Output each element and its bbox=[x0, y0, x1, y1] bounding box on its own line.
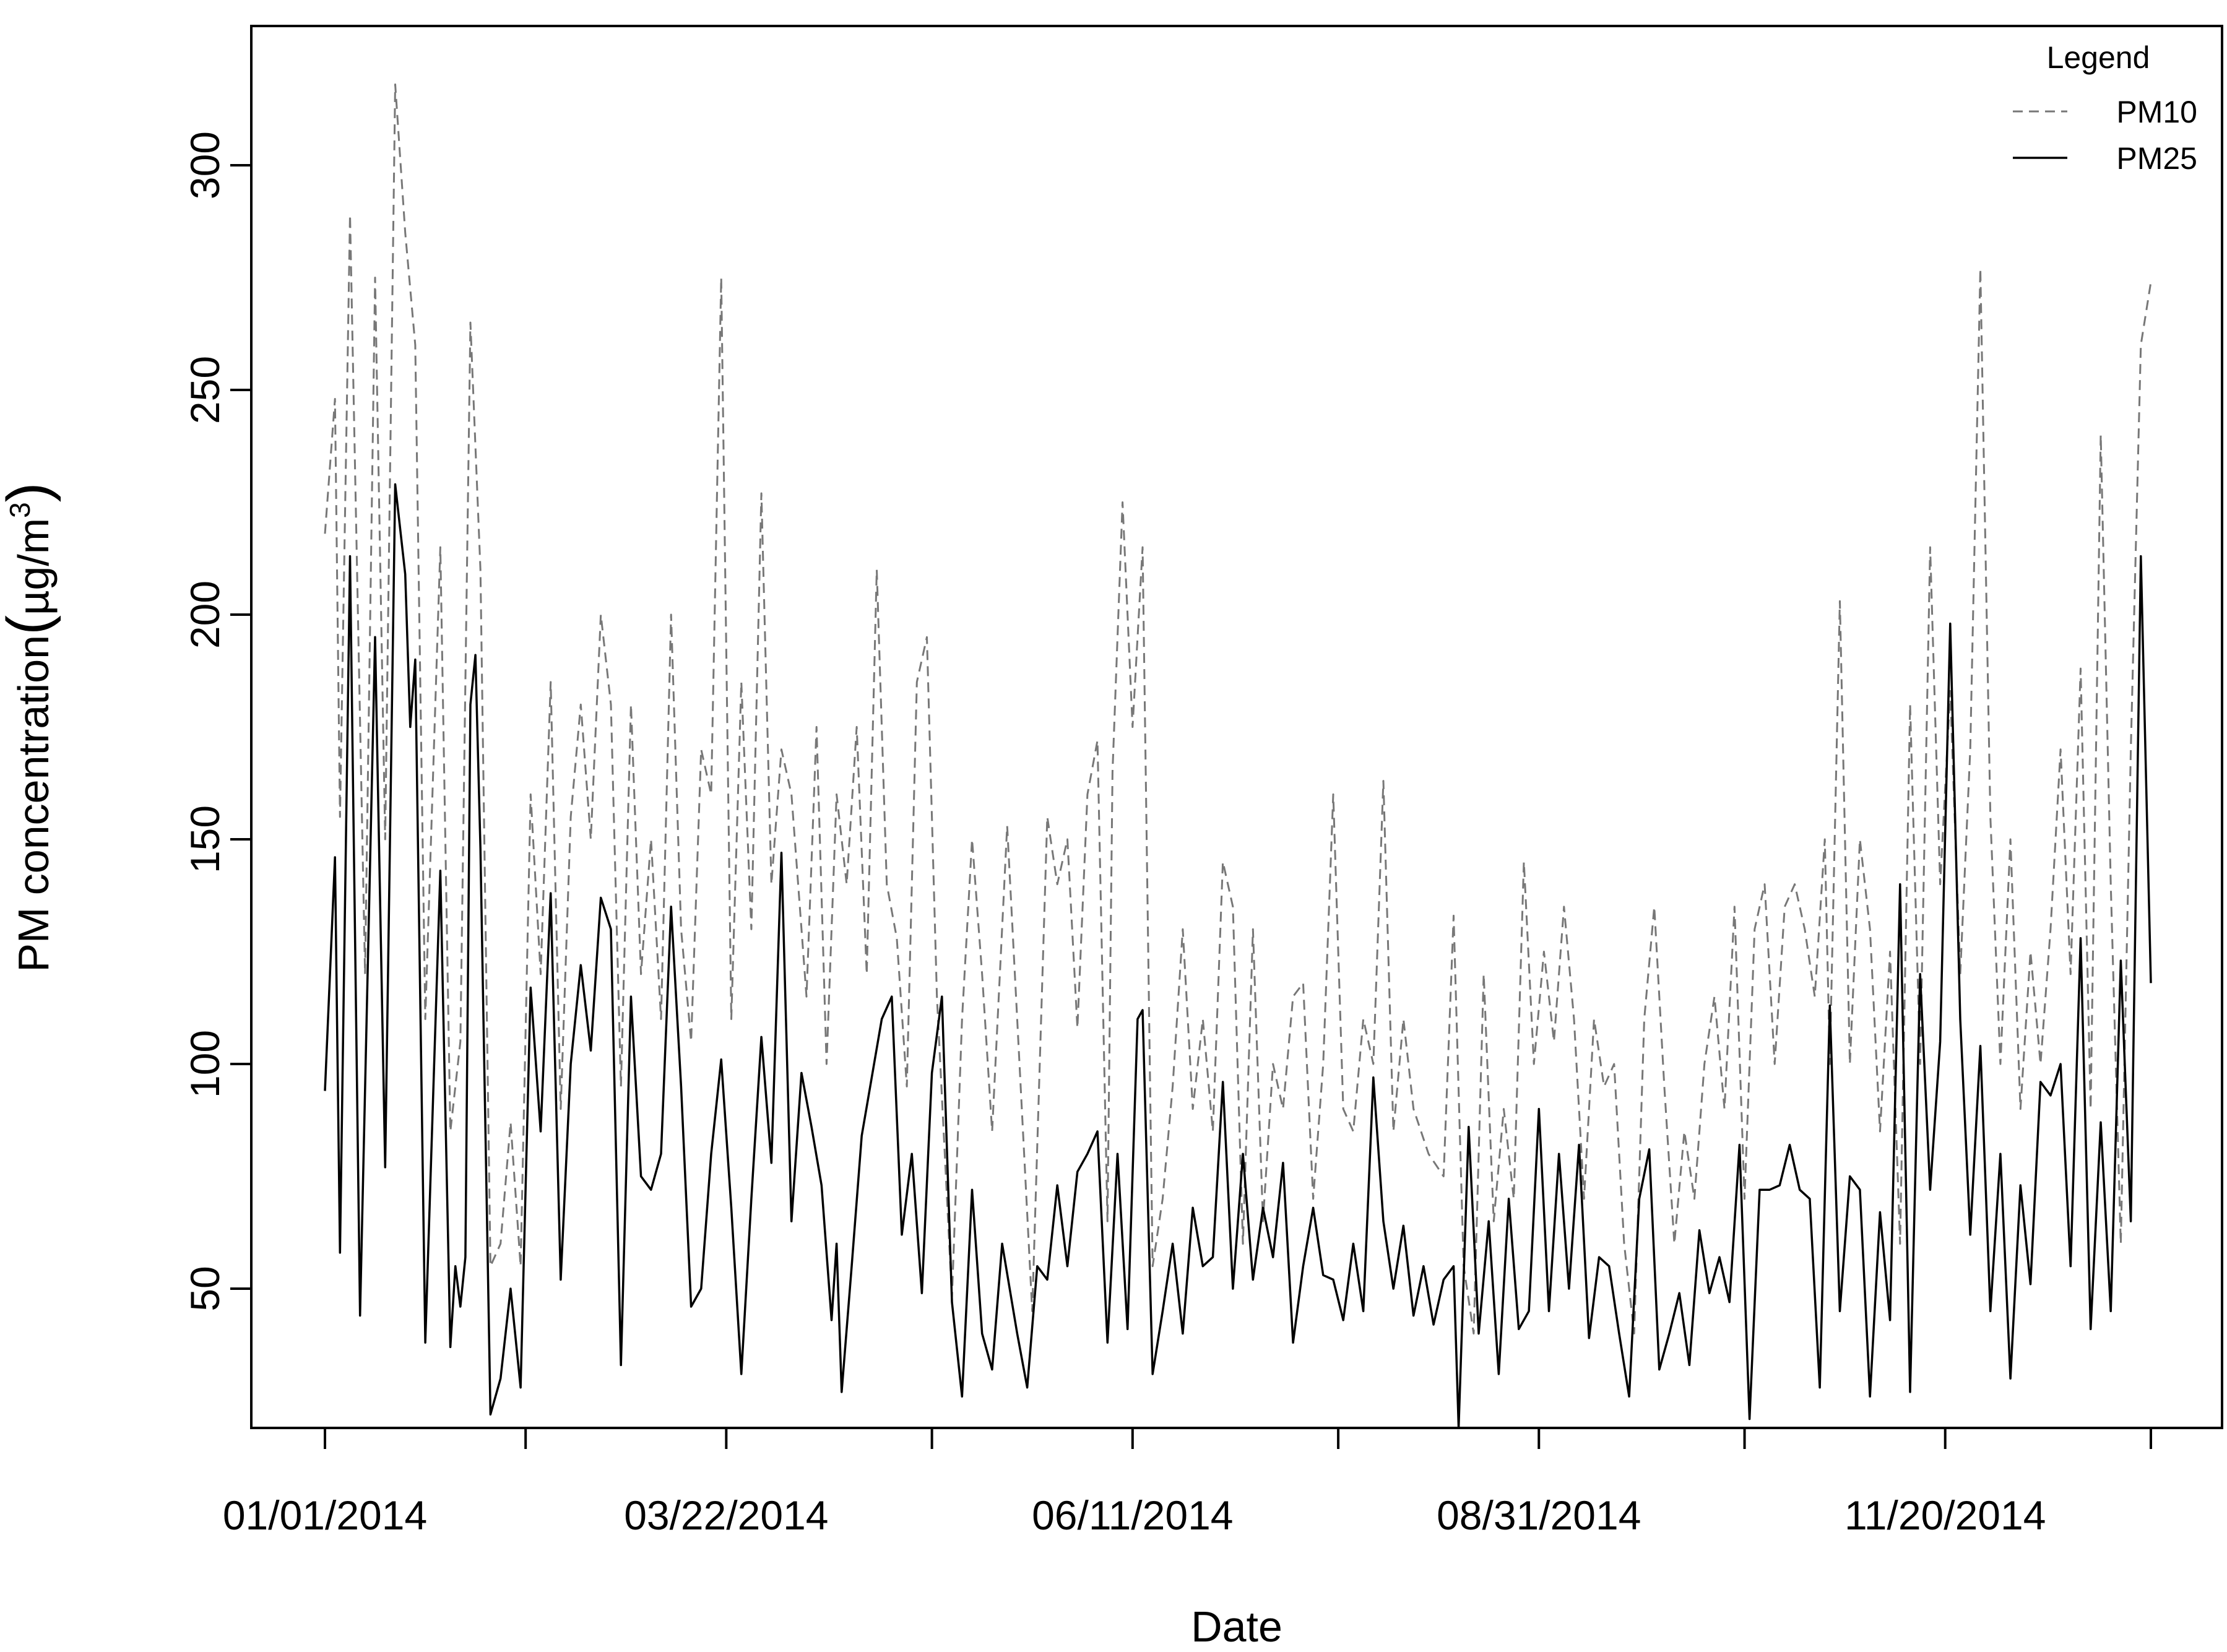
y-tick-label: 50 bbox=[182, 1266, 228, 1311]
y-axis-title-paren-open: ( bbox=[0, 615, 61, 635]
legend-title: Legend bbox=[2047, 40, 2150, 75]
y-tick-label: 150 bbox=[182, 805, 228, 873]
y-tick-label: 100 bbox=[182, 1030, 228, 1098]
legend-label-pm10: PM10 bbox=[2116, 95, 2197, 129]
x-axis-title: Date bbox=[1191, 1602, 1282, 1651]
y-axis-title-paren-close: ) bbox=[0, 482, 61, 502]
y-axis-title-unit-exponent: 3 bbox=[4, 502, 36, 518]
x-tick-label: 08/31/2014 bbox=[1437, 1492, 1641, 1538]
y-tick-label: 200 bbox=[182, 581, 228, 649]
x-tick-label: 01/01/2014 bbox=[223, 1492, 427, 1538]
y-axis-title: PM concentration(µg/m3) bbox=[0, 482, 61, 972]
y-axis-title-unit: µg/m bbox=[9, 518, 58, 615]
series-line-pm25 bbox=[324, 483, 2152, 1429]
y-axis-title-main: PM concentration bbox=[9, 635, 58, 972]
x-tick-label: 06/11/2014 bbox=[1032, 1492, 1233, 1538]
x-tick-label: 03/22/2014 bbox=[624, 1492, 828, 1538]
legend-label-pm25: PM25 bbox=[2116, 141, 2197, 176]
series-layer bbox=[324, 83, 2152, 1429]
x-tick-label: 11/20/2014 bbox=[1844, 1492, 2046, 1538]
legend: Legend PM10 PM25 bbox=[2013, 40, 2197, 176]
y-tick-label: 300 bbox=[182, 131, 228, 199]
y-tick-label: 250 bbox=[182, 356, 228, 424]
y-axis: 50 100 150 200 250 300 bbox=[182, 131, 253, 1312]
x-axis: 01/01/2014 03/22/2014 06/11/2014 08/31/2014… bbox=[223, 1427, 2152, 1538]
series-line-pm10 bbox=[324, 83, 2152, 1334]
